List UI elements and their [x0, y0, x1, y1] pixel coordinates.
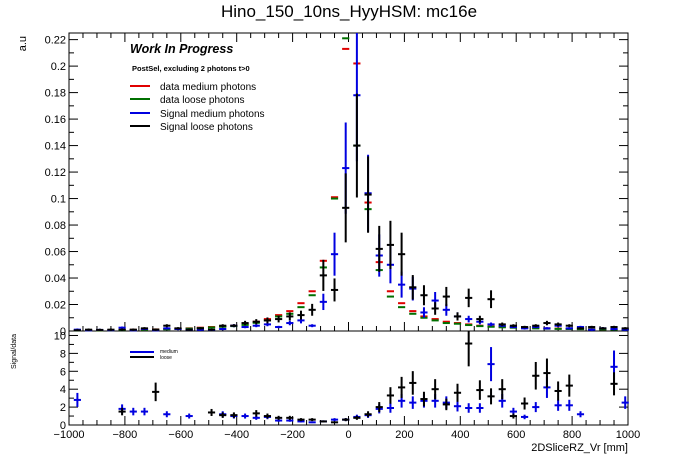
- x-tick-label: 600: [507, 429, 525, 441]
- work-in-progress-label: Work In Progress: [130, 42, 233, 56]
- main-y-tick-label: 0.16: [45, 114, 66, 126]
- x-tick-label: 1000: [616, 429, 640, 441]
- ratio-y-tick-label: 4: [60, 384, 66, 396]
- main-y-axis-label: a.u: [17, 36, 29, 51]
- axes-layer: 0 0.02 0.04 0.06 0.08 0.1 0.12 0.14 0.16 0.18 0.2 0…: [45, 33, 640, 441]
- ratio-y-axis-label: Signal/data: [11, 334, 18, 369]
- legend-label-signal-loose: Signal loose photons: [160, 122, 253, 133]
- x-tick-label: 0: [345, 429, 351, 441]
- x-tick-label: 200: [395, 429, 413, 441]
- main-y-tick-label: 0.18: [45, 88, 66, 100]
- main-legend: data medium photons data loose photons S…: [130, 82, 265, 133]
- main-pad-frame: [68, 32, 629, 332]
- ratio-legend: medium loose: [130, 349, 178, 361]
- main-y-tick-label: 0.22: [45, 35, 66, 47]
- main-y-tick-label: 0.14: [45, 141, 66, 153]
- ratio-y-tick-label: 2: [60, 402, 66, 414]
- x-tick-label: −800: [113, 429, 138, 441]
- x-axis-label: 2DSliceRZ_Vr [mm]: [531, 442, 628, 454]
- ratio-y-tick-label: 0: [60, 420, 66, 432]
- main-y-tick-label: 0.1: [51, 194, 66, 206]
- main-y-tick-label: 0.12: [45, 167, 66, 179]
- ratio-y-tick-label: 6: [60, 366, 66, 378]
- x-tick-label: −1000: [54, 429, 85, 441]
- ratio-pad-frame: [68, 330, 629, 426]
- x-tick-label: 400: [451, 429, 469, 441]
- ratio-y-tick-label: 10: [54, 330, 66, 342]
- main-y-tick-label: 0: [60, 326, 66, 338]
- x-tick-label: 800: [563, 429, 581, 441]
- main-y-tick-label: 0.08: [45, 220, 66, 232]
- marks-layer: [73, 33, 629, 424]
- ratio-legend-label-loose: loose: [160, 355, 172, 361]
- ratio-y-tick-label: 8: [60, 348, 66, 360]
- x-tick-label: −600: [168, 429, 193, 441]
- legend-label-data-loose: data loose photons: [160, 95, 245, 106]
- ratio-legend-label-medium: medium: [160, 349, 178, 355]
- main-y-tick-label: 0.2: [51, 61, 66, 73]
- x-tick-label: −200: [280, 429, 305, 441]
- chart-title: Hino_150_10ns_HyyHSM: mc16e: [221, 2, 477, 21]
- legend-label-data-medium: data medium photons: [160, 82, 256, 93]
- selection-label: PostSel, excluding 2 photons t>0: [132, 64, 250, 73]
- main-y-tick-label: 0.06: [45, 247, 66, 259]
- main-y-tick-label: 0.04: [45, 273, 66, 285]
- legend-label-signal-medium: Signal medium photons: [160, 109, 265, 120]
- x-tick-label: −400: [224, 429, 249, 441]
- main-y-tick-label: 0.02: [45, 300, 66, 312]
